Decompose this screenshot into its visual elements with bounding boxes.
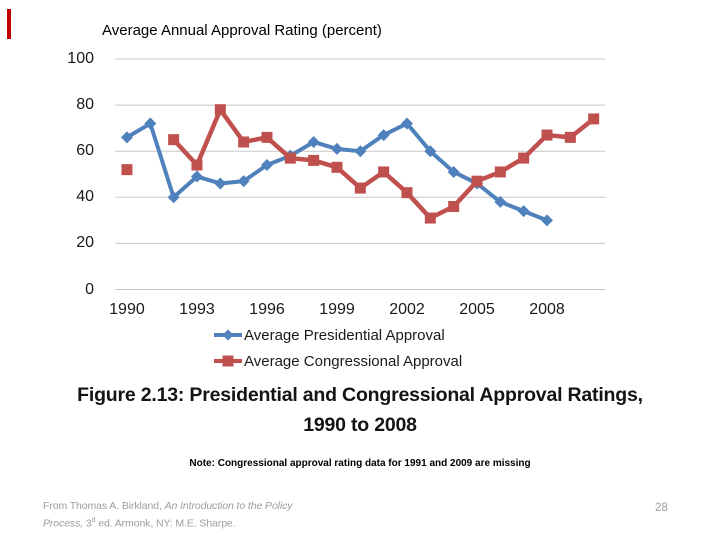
chart-title: Average Annual Approval Rating (percent) bbox=[102, 22, 382, 39]
x-axis-tick-label: 1996 bbox=[249, 301, 285, 318]
x-axis-tick-label: 2008 bbox=[529, 301, 565, 318]
data-point bbox=[494, 195, 507, 208]
figure-caption-line1: Figure 2.13: Presidential and Congressio… bbox=[77, 384, 643, 406]
data-point bbox=[377, 129, 390, 142]
data-point bbox=[541, 129, 553, 141]
source-citation-line: From Thomas A. Birkland, An Introduction… bbox=[43, 500, 293, 512]
data-point bbox=[167, 191, 180, 204]
data-point bbox=[378, 166, 390, 178]
data-point bbox=[447, 165, 460, 178]
data-point bbox=[191, 159, 203, 171]
y-axis-tick-label: 20 bbox=[76, 234, 94, 252]
x-axis-tick-label: 2002 bbox=[389, 301, 425, 318]
data-point bbox=[471, 175, 483, 187]
y-axis-tick-label: 0 bbox=[85, 280, 94, 298]
source-citation-line: Process, 3d ed. Armonk, NY: M.E. Sharpe. bbox=[43, 516, 236, 530]
data-point bbox=[190, 170, 203, 183]
data-point bbox=[401, 187, 413, 199]
y-axis-tick-label: 80 bbox=[76, 96, 94, 114]
legend-label-presidential: Average Presidential Approval bbox=[244, 326, 445, 344]
data-point bbox=[307, 135, 320, 148]
approval-line-chart bbox=[115, 58, 606, 290]
figure-note: Note: Congressional approval rating data… bbox=[189, 458, 531, 469]
data-point bbox=[238, 136, 250, 148]
data-point bbox=[400, 117, 413, 130]
data-point bbox=[588, 113, 600, 125]
data-point bbox=[331, 161, 343, 173]
source-citation: From Thomas A. Birkland, An Introduction… bbox=[43, 500, 293, 531]
congressional-series-marker-icon bbox=[214, 355, 242, 367]
data-point bbox=[540, 214, 553, 227]
data-point bbox=[121, 164, 133, 176]
y-axis-tick-label: 40 bbox=[76, 188, 94, 206]
data-point bbox=[517, 205, 530, 218]
x-axis-tick-label: 1990 bbox=[109, 301, 145, 318]
data-point bbox=[354, 182, 366, 194]
data-point bbox=[261, 131, 273, 143]
page-number: 28 bbox=[655, 502, 668, 514]
series-line bbox=[171, 107, 596, 221]
x-axis-tick-label: 1999 bbox=[319, 301, 355, 318]
presidential-series-marker-icon bbox=[214, 329, 242, 341]
slide-accent-mark bbox=[7, 9, 11, 39]
data-point bbox=[120, 131, 133, 144]
data-point bbox=[424, 145, 437, 158]
congressional-series bbox=[121, 104, 600, 224]
figure-caption-line2: 1990 to 2008 bbox=[303, 414, 417, 436]
data-point bbox=[214, 177, 227, 190]
data-point bbox=[237, 175, 250, 188]
data-point bbox=[354, 145, 367, 158]
data-point bbox=[330, 142, 343, 155]
x-axis-tick-label: 1993 bbox=[179, 301, 215, 318]
legend-item-presidential: Average Presidential Approval bbox=[213, 326, 445, 344]
data-point bbox=[494, 166, 506, 178]
data-point bbox=[424, 212, 436, 224]
data-point bbox=[518, 152, 530, 164]
legend-label-congressional: Average Congressional Approval bbox=[244, 352, 463, 370]
x-axis-tick-label: 2005 bbox=[459, 301, 495, 318]
data-point bbox=[308, 154, 320, 166]
y-axis-tick-label: 100 bbox=[67, 50, 94, 67]
data-point bbox=[448, 201, 460, 213]
y-axis-tick-label: 60 bbox=[76, 142, 94, 160]
data-point bbox=[260, 159, 273, 172]
data-point bbox=[284, 152, 296, 164]
data-point bbox=[564, 131, 576, 143]
data-point bbox=[214, 104, 226, 116]
legend-item-congressional: Average Congressional Approval bbox=[213, 352, 463, 370]
data-point bbox=[168, 134, 180, 146]
data-point bbox=[144, 117, 157, 130]
